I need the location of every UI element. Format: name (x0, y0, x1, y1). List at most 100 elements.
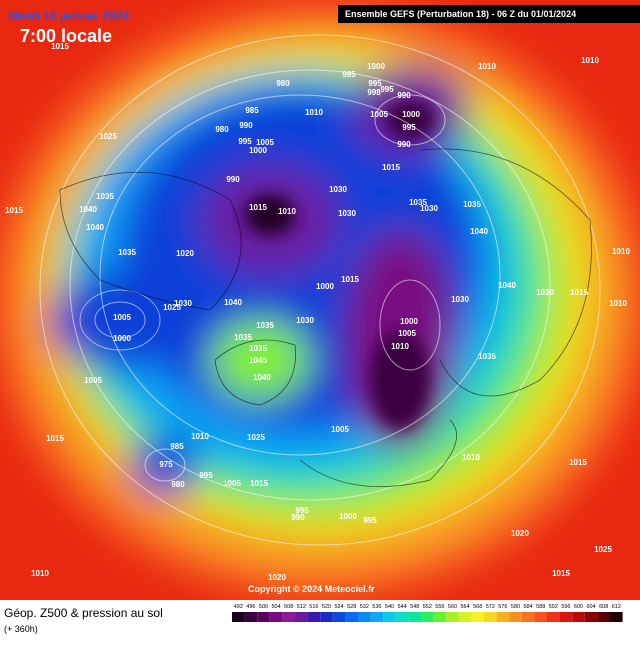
isobar-label: 1015 (46, 434, 64, 443)
caption-title: Géop. Z500 & pression au sol (4, 606, 163, 620)
isobar-label: 995 (199, 471, 213, 480)
isobar-label: 1030 (329, 185, 347, 194)
isobar-label: 995 (363, 516, 377, 525)
legend-swatch (597, 612, 610, 622)
isobar-label: 1000 (367, 62, 385, 71)
isobar-label: 995 (295, 506, 309, 515)
isobar-label: 1010 (609, 299, 627, 308)
isobar-label: 1015 (552, 569, 570, 578)
isobar-label: 995 (402, 123, 416, 132)
legend-label: 612 (612, 604, 621, 610)
legend-swatch (547, 612, 560, 622)
isobar-label: 1000 (316, 282, 334, 291)
legend-label: 496 (246, 604, 255, 610)
forecast-date: Mardi 16 janvier 2024 (8, 9, 129, 23)
legend-label: 540 (385, 604, 394, 610)
isobar-label: 1015 (382, 163, 400, 172)
legend-swatch (232, 612, 245, 622)
isobar-label: 1010 (478, 62, 496, 71)
legend-label: 504 (272, 604, 281, 610)
legend-swatch (433, 612, 447, 622)
legend-label: 560 (448, 604, 457, 610)
isobar-label: 995 (238, 137, 252, 146)
legend-label: 544 (398, 604, 407, 610)
isobar-label: 1025 (163, 303, 181, 312)
legend-swatch (458, 612, 472, 622)
legend-swatch (610, 612, 623, 622)
isobar-label: 1035 (96, 192, 114, 201)
legend-swatch (383, 612, 396, 622)
isobar-label: 1035 (234, 333, 252, 342)
isobar-label: 1000 (402, 110, 420, 119)
run-info: Ensemble GEFS (Perturbation 18) - 06 Z d… (345, 9, 576, 19)
legend-label: 532 (360, 604, 369, 610)
legend-swatch (320, 612, 333, 622)
legend-swatch (446, 612, 459, 622)
isobar-label: 1025 (247, 433, 265, 442)
isobar-label: 990 (291, 513, 305, 522)
isobar-label: 1030 (296, 316, 314, 325)
isobar-label: 1000 (400, 317, 418, 326)
copyright: Copyright © 2024 Meteociel.fr (248, 584, 375, 594)
isobar-label: 1035 (256, 321, 274, 330)
isobar-label: 995 (368, 79, 382, 88)
isobar-label: 1020 (268, 573, 286, 582)
isobar-label: 985 (170, 442, 184, 451)
isobar-label: 1045 (249, 356, 267, 365)
legend-swatch (257, 612, 270, 622)
isobar-label: 1015 (250, 479, 268, 488)
legend-swatch (534, 612, 547, 622)
isobar-label: 980 (171, 480, 185, 489)
legend-swatch (395, 612, 409, 622)
legend-swatch (358, 612, 371, 622)
legend-label: 568 (473, 604, 482, 610)
isobar-label: 998 (367, 88, 381, 97)
isobar-label: 1040 (253, 373, 271, 382)
isobar-label: 1040 (224, 298, 242, 307)
legend-label: 588 (536, 604, 545, 610)
isobar-label: 995 (380, 85, 394, 94)
isobar-label: 1035 (249, 344, 267, 353)
legend-label: 548 (410, 604, 419, 610)
caption-lead: (+ 360h) (4, 624, 38, 634)
legend-label: 528 (347, 604, 356, 610)
isobar-label: 1015 (341, 275, 359, 284)
legend-label: 604 (587, 604, 596, 610)
isobar-label: 990 (397, 140, 411, 149)
isobar-label: 1040 (498, 281, 516, 290)
isobar-label: 995 (342, 70, 356, 79)
legend-label: 608 (599, 604, 608, 610)
legend-swatch (370, 612, 384, 622)
legend-label: 508 (284, 604, 293, 610)
legend-swatch (584, 612, 598, 622)
isobar-label: 980 (215, 125, 229, 134)
isobar-label: 1015 (5, 206, 23, 215)
isobar-label: 1005 (84, 376, 102, 385)
legend-label: 552 (423, 604, 432, 610)
isobar-label: 1030 (174, 299, 192, 308)
isobar-label: 1010 (191, 432, 209, 441)
legend-swatch (496, 612, 510, 622)
isobar-label: 1005 (223, 479, 241, 488)
legend-label: 576 (498, 604, 507, 610)
isobar-label: 1010 (278, 207, 296, 216)
isobar-label: 1040 (86, 223, 104, 232)
isobar-label: 1010 (31, 569, 49, 578)
isobar-label: 1015 (249, 203, 267, 212)
legend-label: 572 (486, 604, 495, 610)
isobar-label: 1015 (570, 288, 588, 297)
isobar-label: 1020 (176, 249, 194, 258)
legend-swatch (282, 612, 295, 622)
isobar-label: 1020 (511, 529, 529, 538)
isobar-label: 1010 (612, 247, 630, 256)
isobar-label: 1015 (51, 42, 69, 51)
forecast-time: 7:00 locale (20, 26, 112, 46)
isobar-label: 985 (245, 106, 259, 115)
legend-swatch (484, 612, 497, 622)
legend-label: 596 (561, 604, 570, 610)
isobar-label: 990 (397, 91, 411, 100)
isobar-label: 1005 (398, 329, 416, 338)
legend-swatch (332, 612, 346, 622)
isobar-label: 1030 (536, 288, 554, 297)
